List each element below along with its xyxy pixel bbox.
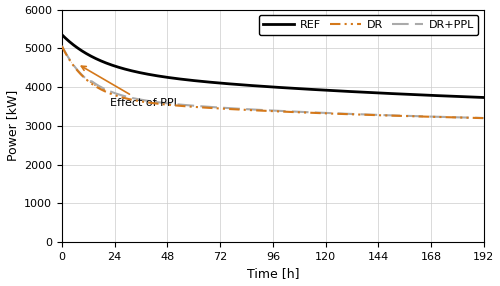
- REF: [85, 53, 91, 56]
- DR+PPL: [328, 112, 334, 115]
- DR+PPL: [481, 116, 487, 120]
- REF: [422, 94, 428, 97]
- Legend: REF, DR, DR+PPL: REF, DR, DR+PPL: [259, 15, 478, 35]
- REF: [328, 89, 334, 92]
- REF: [59, 33, 65, 37]
- DR: [379, 114, 385, 117]
- DR+PPL: [59, 44, 65, 47]
- REF: [315, 88, 321, 92]
- DR+PPL: [85, 79, 91, 82]
- DR: [85, 79, 91, 82]
- DR: [59, 45, 65, 48]
- Y-axis label: Power [kW]: Power [kW]: [6, 90, 18, 162]
- DR+PPL: [304, 110, 310, 114]
- REF: [481, 96, 487, 99]
- DR+PPL: [422, 115, 428, 118]
- X-axis label: Time [h]: Time [h]: [246, 267, 299, 281]
- DR: [304, 111, 310, 114]
- Line: REF: REF: [62, 35, 484, 98]
- DR: [422, 115, 428, 118]
- DR+PPL: [315, 111, 321, 114]
- REF: [304, 88, 310, 91]
- DR: [328, 112, 334, 115]
- Line: DR: DR: [62, 46, 484, 118]
- REF: [379, 92, 385, 95]
- Text: Effect of PPL: Effect of PPL: [82, 66, 180, 108]
- DR: [315, 111, 321, 115]
- DR+PPL: [379, 113, 385, 117]
- Polygon shape: [62, 46, 106, 92]
- Line: DR+PPL: DR+PPL: [62, 46, 484, 118]
- DR: [481, 116, 487, 120]
